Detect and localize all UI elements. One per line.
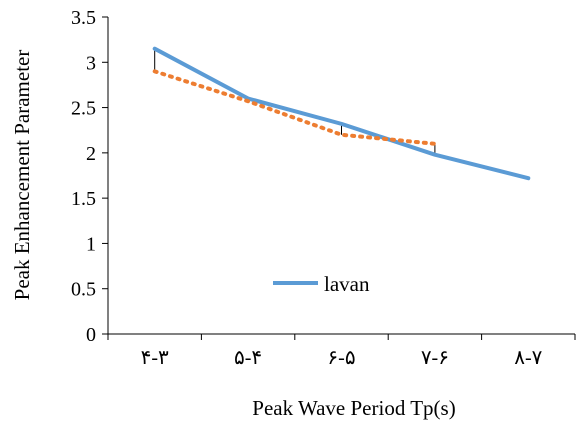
x-tick-label: ۷-۶ (421, 347, 449, 369)
y-axis-title: Peak Enhancement Parameter (10, 50, 34, 301)
x-axis: ۴-۳ ۵-۴ ۶-۵ ۷-۶ ۸-۷ (107, 333, 576, 369)
x-tick-label: ۸-۷ (514, 347, 542, 369)
y-tick-label: 1.5 (71, 188, 96, 210)
series-line-series-2 (152, 69, 437, 146)
y-tick-label: 0 (86, 324, 96, 346)
x-tick-label: ۶-۵ (327, 347, 355, 369)
legend: lavan (273, 272, 370, 296)
y-tick-label: 3.5 (71, 7, 96, 29)
y-tick-label: 0.5 (71, 279, 96, 301)
x-tick-label: ۵-۴ (234, 347, 262, 369)
y-axis: 0 0.5 1 1.5 2 2.5 3 3.5 (71, 7, 109, 346)
y-tick-label: 2 (86, 143, 96, 165)
x-tick-label: ۴-۳ (141, 347, 169, 369)
y-tick-label: 3 (86, 52, 96, 74)
series-line-lavan (152, 46, 531, 181)
legend-label-lavan: lavan (324, 272, 370, 296)
series-layer (152, 46, 531, 181)
y-tick-label: 2.5 (71, 98, 96, 120)
x-axis-title: Peak Wave Period Tp(s) (252, 396, 455, 420)
y-tick-label: 1 (86, 233, 96, 255)
